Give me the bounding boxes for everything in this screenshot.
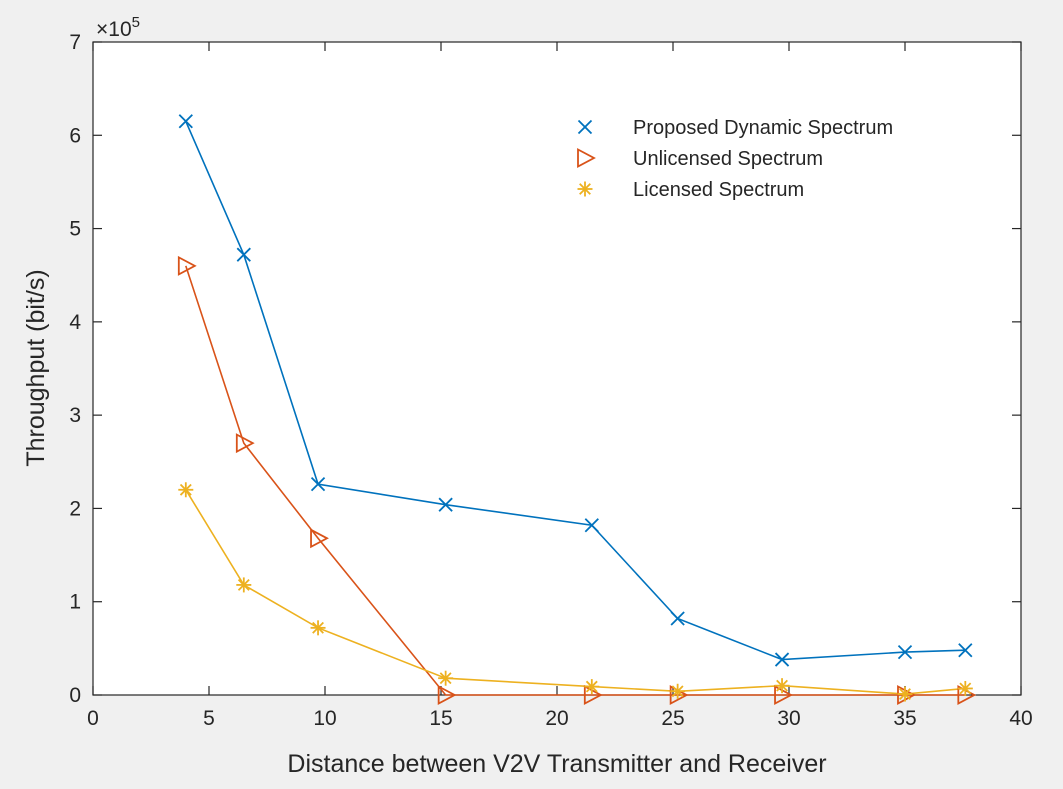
marker-stroke <box>237 578 250 591</box>
data-point <box>437 685 457 705</box>
marker-stroke <box>577 148 596 168</box>
marker-stroke <box>179 483 192 496</box>
data-point <box>897 644 913 660</box>
y-tick-label: 1 <box>69 591 81 614</box>
marker-stroke <box>312 621 324 634</box>
marker-stroke <box>670 611 685 626</box>
data-point <box>236 247 251 262</box>
marker-stroke <box>439 672 452 685</box>
legend-label: Unlicensed Spectrum <box>633 148 823 170</box>
legend-label: Licensed Spectrum <box>633 179 804 201</box>
data-point <box>774 678 790 694</box>
data-point <box>584 518 599 533</box>
y-tick-label: 3 <box>69 404 81 427</box>
marker-stroke <box>958 643 973 658</box>
marker-stroke <box>236 247 251 262</box>
data-point <box>310 620 326 636</box>
x-tick-label: 25 <box>661 707 684 730</box>
marker-stroke <box>178 114 193 129</box>
y-tick-label: 6 <box>69 124 81 147</box>
x-tick-label: 15 <box>429 707 452 730</box>
y-axis-multiplier: ×105 <box>96 14 140 41</box>
marker-stroke <box>235 433 255 454</box>
series-layer <box>177 114 977 705</box>
x-tick-label: 30 <box>777 707 800 730</box>
marker-stroke <box>585 680 598 693</box>
data-point <box>235 433 255 454</box>
marker-stroke <box>899 688 911 701</box>
x-tick-label: 40 <box>1009 707 1032 730</box>
legend: Proposed Dynamic Spectrum Unlicensed Spec… <box>577 117 893 201</box>
marker-stroke <box>957 685 977 705</box>
y-tick-label: 0 <box>69 684 81 707</box>
data-point <box>583 685 603 705</box>
marker-stroke <box>671 685 684 698</box>
legend-label: Proposed Dynamic Spectrum <box>633 117 893 139</box>
data-point <box>236 577 252 593</box>
data-point <box>584 679 600 695</box>
marker-stroke <box>584 518 599 533</box>
data-point <box>774 685 793 705</box>
y-tick-label: 2 <box>69 497 81 520</box>
data-point <box>957 680 973 696</box>
marker-stroke <box>774 652 790 667</box>
data-point <box>897 686 913 702</box>
marker-stroke <box>897 685 916 705</box>
marker-stroke <box>897 644 913 660</box>
x-tick-label: 10 <box>313 707 336 730</box>
y-tick-label: 5 <box>69 218 81 241</box>
marker-stroke <box>437 685 457 705</box>
series-line <box>185 265 966 696</box>
plot-area <box>92 41 1022 696</box>
y-multiplier-base: ×10 <box>96 18 132 41</box>
y-tick-label: 7 <box>69 31 81 54</box>
data-point <box>670 611 685 626</box>
legend-marker <box>577 119 593 135</box>
marker-stroke <box>774 685 793 705</box>
data-point <box>178 114 193 129</box>
data-point <box>897 685 916 705</box>
x-tick-label: 35 <box>893 707 916 730</box>
marker-stroke <box>310 528 329 549</box>
y-multiplier-exponent: 5 <box>132 14 140 31</box>
data-point <box>774 652 790 667</box>
y-tick-label: 4 <box>69 311 81 334</box>
data-point <box>670 683 686 699</box>
marker-stroke <box>579 183 591 195</box>
y-axis-label: Throughput (bit/s) <box>22 269 50 466</box>
marker-stroke <box>959 682 972 695</box>
marker-stroke <box>776 679 788 692</box>
marker-stroke <box>438 497 453 512</box>
x-tick-label: 0 <box>87 707 99 730</box>
marker-stroke <box>577 119 593 135</box>
marker-stroke <box>177 255 197 276</box>
data-point <box>178 482 194 498</box>
x-axis-label: Distance between V2V Transmitter and Rec… <box>287 750 826 778</box>
legend-marker <box>577 148 596 168</box>
x-axis-ticks: 0 5 10 15 20 25 30 35 40 <box>87 42 1033 730</box>
data-point <box>957 685 977 705</box>
y-axis-ticks: 0 1 2 3 4 5 6 7 <box>69 31 1021 707</box>
marker-stroke <box>310 477 326 492</box>
x-tick-label: 20 <box>545 707 568 730</box>
data-point <box>310 528 329 549</box>
marker-stroke <box>583 685 603 705</box>
data-point <box>177 255 197 276</box>
data-point <box>438 670 454 686</box>
data-point <box>438 497 453 512</box>
data-point <box>310 477 326 492</box>
data-point <box>958 643 973 658</box>
x-tick-label: 5 <box>203 707 215 730</box>
legend-marker <box>577 181 593 197</box>
